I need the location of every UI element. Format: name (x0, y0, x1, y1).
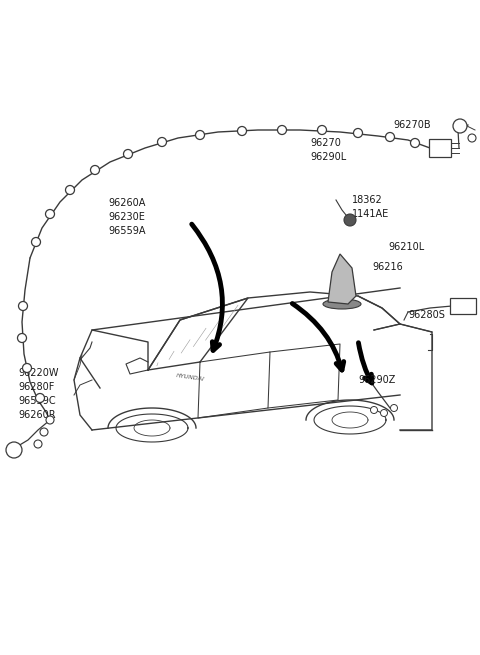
Text: 96260A
96230E
96559A: 96260A 96230E 96559A (108, 198, 145, 236)
Circle shape (36, 394, 45, 403)
Circle shape (46, 416, 54, 424)
Text: 96270
96290L: 96270 96290L (310, 138, 346, 162)
Circle shape (65, 185, 74, 195)
Circle shape (344, 214, 356, 226)
Polygon shape (328, 254, 356, 304)
Circle shape (123, 149, 132, 159)
Circle shape (391, 405, 397, 411)
Text: 96290Z: 96290Z (358, 375, 396, 385)
Circle shape (410, 138, 420, 147)
Text: 18362
1141AE: 18362 1141AE (352, 195, 389, 219)
Circle shape (277, 126, 287, 134)
Text: 96220W
96280F
96559C
96260R: 96220W 96280F 96559C 96260R (18, 368, 59, 420)
Circle shape (381, 409, 387, 417)
Circle shape (34, 440, 42, 448)
Text: 96210L: 96210L (388, 242, 424, 252)
Circle shape (317, 126, 326, 134)
Text: 96280S: 96280S (408, 310, 445, 320)
Circle shape (32, 238, 40, 246)
Circle shape (6, 442, 22, 458)
FancyBboxPatch shape (450, 298, 476, 314)
Circle shape (238, 126, 247, 136)
Circle shape (468, 134, 476, 142)
Circle shape (19, 301, 27, 310)
Text: 96270B: 96270B (393, 120, 431, 130)
Ellipse shape (323, 299, 361, 309)
Text: HYUNDAI: HYUNDAI (175, 373, 204, 383)
Circle shape (385, 132, 395, 141)
Text: 96216: 96216 (372, 262, 403, 272)
Circle shape (23, 364, 32, 373)
Circle shape (46, 210, 55, 219)
Circle shape (353, 128, 362, 138)
Circle shape (453, 119, 467, 133)
Circle shape (195, 130, 204, 140)
Circle shape (371, 407, 377, 413)
FancyBboxPatch shape (429, 139, 451, 157)
Circle shape (40, 428, 48, 436)
Circle shape (17, 333, 26, 343)
Circle shape (157, 138, 167, 147)
Circle shape (91, 166, 99, 174)
